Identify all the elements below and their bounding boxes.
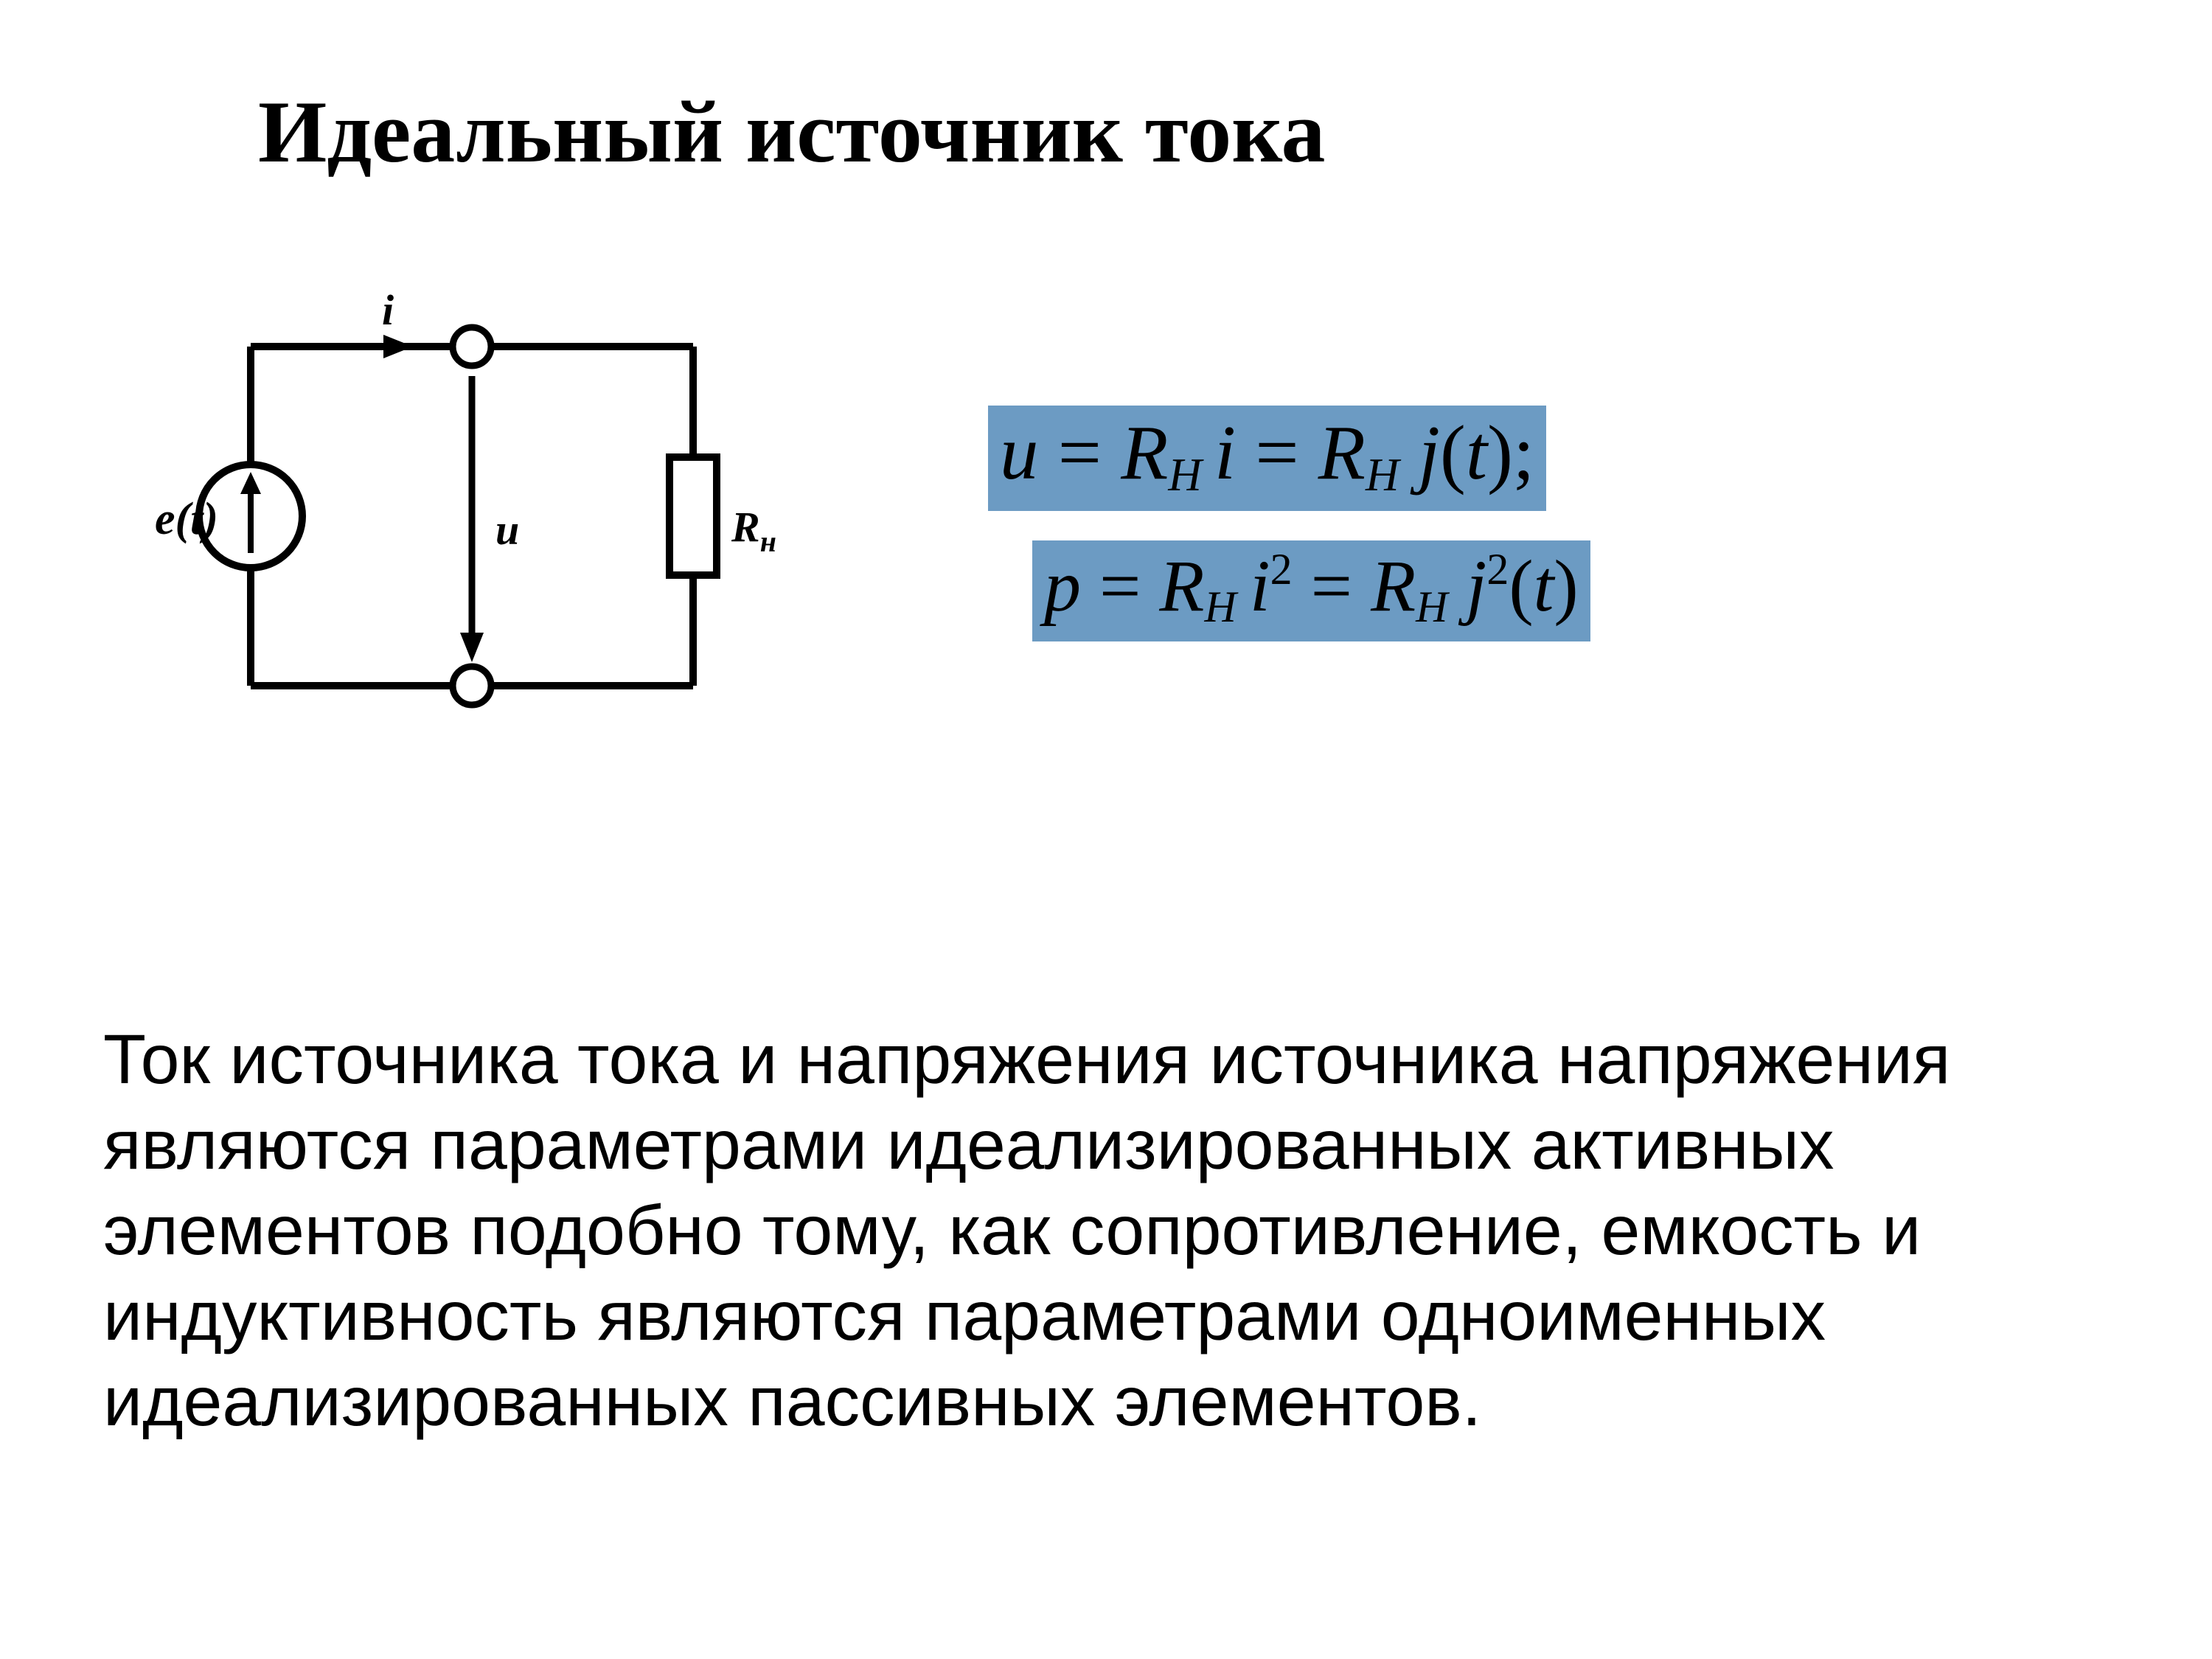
label-current-i: i bbox=[382, 286, 394, 334]
slide: Идеальный источник тока bbox=[0, 0, 2212, 1659]
equation-power: p = RH i2 = RH j2(t) bbox=[1032, 540, 1590, 641]
circuit-diagram: e(t) i u Rн bbox=[103, 251, 826, 782]
equations-block: u = RH i = RH j(t); p = RH i2 = RH j2(t) bbox=[988, 406, 2094, 671]
label-source: e(t) bbox=[155, 494, 218, 544]
label-voltage-u: u bbox=[495, 506, 519, 554]
label-load-r: Rн bbox=[731, 503, 776, 558]
page-title: Идеальный источник тока bbox=[258, 81, 1326, 183]
body-paragraph: Ток источника тока и напряжения источник… bbox=[103, 1018, 2094, 1444]
equation-voltage: u = RH i = RH j(t); bbox=[988, 406, 1546, 511]
